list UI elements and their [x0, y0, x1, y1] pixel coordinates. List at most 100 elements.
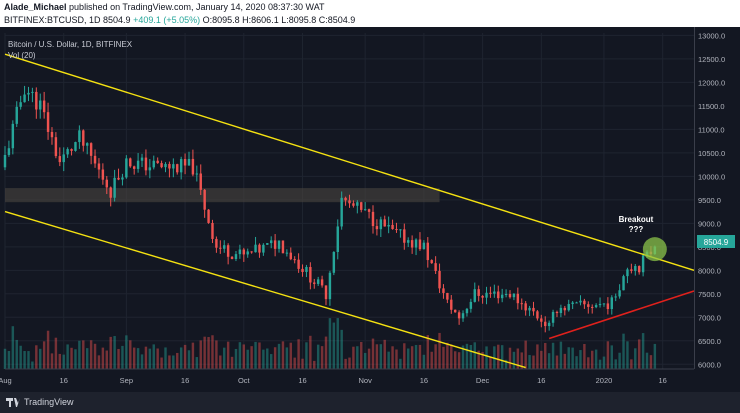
- volume-bar: [587, 357, 590, 369]
- volume-bar: [144, 346, 148, 369]
- candle-body: [422, 242, 426, 250]
- candle-body: [129, 158, 132, 167]
- volume-bar: [148, 348, 152, 369]
- volume-bar: [164, 347, 167, 369]
- candle-body: [367, 209, 371, 212]
- candle-body: [156, 160, 159, 164]
- candle-body: [407, 240, 410, 243]
- x-tick-label: 16: [537, 376, 545, 385]
- volume-bar: [324, 336, 328, 369]
- volume-bar: [23, 351, 26, 369]
- volume-bar: [305, 342, 308, 369]
- volume-bar: [418, 344, 422, 369]
- candle-body: [230, 256, 234, 259]
- candle-body: [399, 229, 402, 231]
- breakout-question: ???: [629, 225, 644, 234]
- candle-body: [493, 291, 496, 294]
- volume-bar: [403, 343, 406, 369]
- candle-body: [121, 177, 124, 180]
- chart-title: Bitcoin / U.S. Dollar, 1D, BITFINEX: [8, 40, 133, 49]
- candle-body: [387, 224, 390, 227]
- candle-body: [540, 318, 543, 322]
- volume-bar: [191, 342, 195, 369]
- annotations: [642, 237, 667, 262]
- volume-bar: [551, 342, 555, 369]
- volume-label: Vol (20): [8, 51, 36, 60]
- volume-bar: [328, 318, 332, 369]
- price-chart[interactable]: 6000.06500.07000.07500.08000.08500.09000…: [0, 27, 740, 392]
- candle-body: [591, 306, 594, 308]
- candle-body: [371, 211, 375, 227]
- candle-body: [536, 311, 539, 319]
- volume-bar: [285, 347, 289, 369]
- volume-bar: [254, 341, 257, 369]
- volume-bar: [219, 355, 222, 369]
- x-tick-label: 16: [60, 376, 68, 385]
- candle-body: [62, 154, 65, 163]
- y-tick-label: 8000.0: [698, 266, 721, 275]
- volume-bar: [246, 349, 249, 369]
- candle-body: [457, 312, 461, 319]
- volume-bar: [226, 341, 230, 369]
- candle-body: [42, 100, 46, 113]
- candle-body: [383, 219, 386, 227]
- volume-bar: [19, 345, 22, 369]
- volume-bar: [316, 344, 320, 369]
- author-name[interactable]: Alade_Michael: [4, 2, 67, 12]
- candle-body: [434, 263, 437, 271]
- volume-bar: [187, 350, 191, 369]
- volume-bar: [297, 339, 300, 369]
- candle-body: [305, 266, 308, 273]
- candle-body: [426, 242, 430, 261]
- tradingview-logo-icon[interactable]: [6, 397, 20, 408]
- volume-bar: [223, 347, 226, 369]
- volume-bar: [242, 344, 246, 369]
- volume-bar: [277, 343, 281, 369]
- volume-bar: [3, 348, 7, 369]
- volume-bar: [407, 348, 410, 369]
- volume-bar: [508, 347, 512, 369]
- volume-bar: [536, 344, 539, 369]
- trend-lines[interactable]: [4, 53, 695, 369]
- x-tick-label: 16: [181, 376, 189, 385]
- y-tick-label: 10500.0: [698, 149, 725, 158]
- volume-bar: [371, 338, 375, 369]
- volume-bar: [375, 344, 379, 369]
- candle-body: [219, 247, 222, 249]
- volume-bar: [450, 344, 453, 369]
- candle-body: [148, 167, 152, 171]
- volume-bar: [555, 355, 559, 369]
- candle-body: [512, 293, 516, 298]
- candle-body: [410, 240, 414, 248]
- volume-bar: [117, 348, 120, 369]
- brand-name[interactable]: TradingView: [24, 397, 74, 407]
- candle-body: [524, 303, 527, 311]
- volume-bar: [309, 335, 312, 369]
- candle-body: [481, 295, 484, 298]
- volume-bar: [559, 341, 563, 369]
- volume-bar: [649, 355, 653, 369]
- candle-body: [375, 226, 379, 230]
- volume-bar: [516, 348, 520, 369]
- candle-body: [336, 226, 339, 253]
- candle-body: [446, 292, 449, 300]
- candle-body: [136, 160, 140, 169]
- volume-bar: [520, 352, 523, 369]
- volume-bar: [93, 343, 97, 369]
- candle-body: [273, 240, 277, 249]
- volume-bar: [528, 355, 531, 369]
- candle-body: [626, 269, 629, 277]
- volume-bar: [645, 352, 649, 369]
- candle-body: [15, 106, 18, 124]
- volume-bar: [356, 346, 359, 369]
- y-tick-label: 9500.0: [698, 196, 721, 205]
- candle-body: [356, 202, 359, 206]
- candle-body: [262, 244, 265, 253]
- candle-body: [226, 245, 230, 257]
- volume-bar: [626, 341, 629, 369]
- candle-body: [277, 240, 281, 249]
- volume-bar: [97, 355, 101, 369]
- candle-body: [328, 272, 332, 300]
- volume-bar: [340, 329, 343, 369]
- candle-body: [35, 91, 38, 110]
